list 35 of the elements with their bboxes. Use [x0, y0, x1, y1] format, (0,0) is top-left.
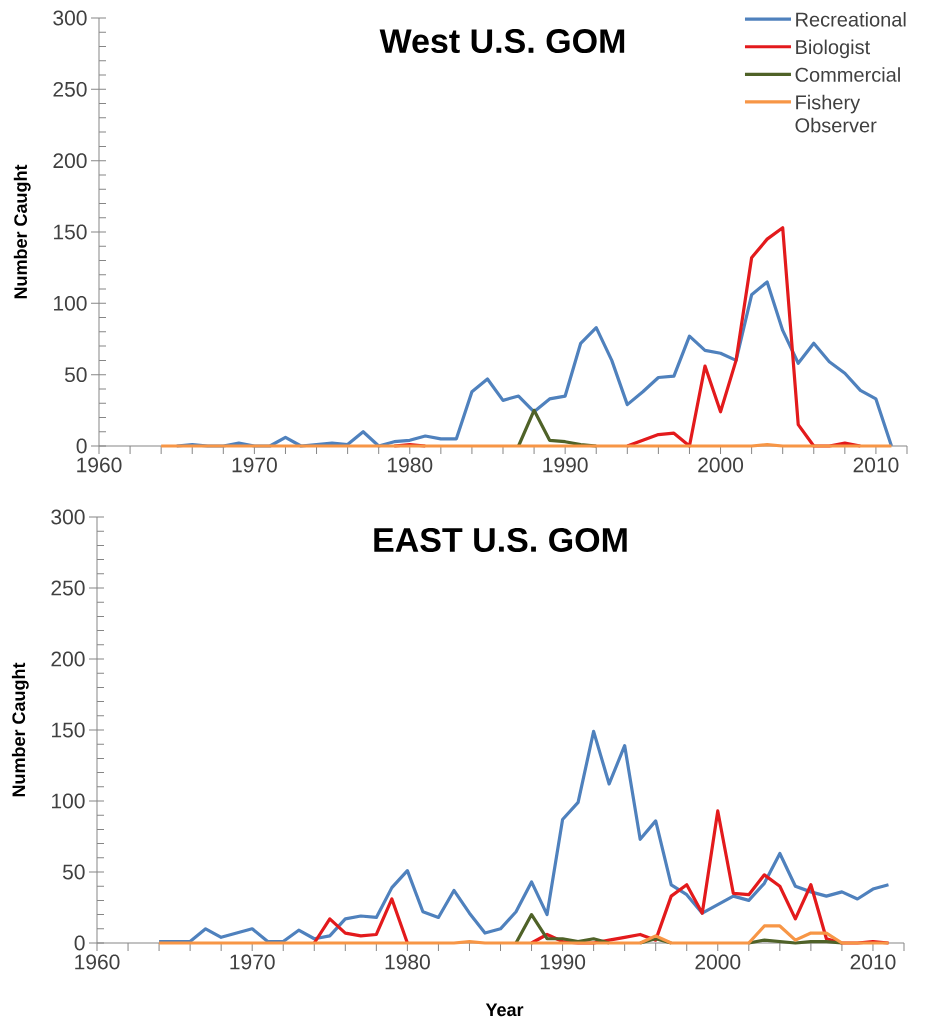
x-tick-label: 1990 — [540, 954, 586, 970]
x-axis-title: Year — [485, 1003, 524, 1017]
x-tick-label: 1980 — [385, 954, 430, 970]
y-tick-label: 200 — [51, 651, 85, 667]
y-tick-label: 0 — [74, 935, 85, 951]
y-tick-label: 300 — [51, 509, 85, 525]
x-tick-label: 1970 — [230, 954, 275, 970]
x-tick-label: 1980 — [388, 457, 433, 473]
y-tick-label: 250 — [53, 81, 87, 97]
x-tick-label: 1960 — [77, 457, 122, 473]
y-tick-label: 100 — [54, 295, 87, 311]
x-tick-label: 1960 — [75, 954, 120, 970]
y-axis-title: Number Caught — [11, 662, 29, 797]
legend-label: Biologist — [796, 39, 871, 59]
x-tick-label: 2000 — [698, 457, 744, 473]
legend-label: Fishery Observer — [795, 94, 877, 133]
legend-label: Recreational — [796, 11, 906, 27]
y-tick-label: 250 — [51, 580, 85, 596]
x-tick-label: 2000 — [695, 954, 741, 970]
x-tick-label: 2010 — [853, 457, 899, 473]
legend-label: Commercial — [795, 67, 900, 82]
x-tick-label: 1990 — [543, 457, 588, 473]
y-tick-label: 300 — [53, 10, 87, 26]
y-tick-label: 150 — [52, 722, 85, 738]
y-tick-label: 50 — [64, 367, 87, 383]
y-tick-label: 100 — [52, 793, 85, 809]
y-tick-label: 50 — [62, 864, 85, 880]
x-tick-label: 2010 — [850, 954, 896, 970]
y-tick-label: 200 — [53, 153, 87, 169]
y-tick-label: 0 — [76, 438, 87, 454]
y-tick-label: 150 — [54, 224, 87, 240]
x-tick-label: 1970 — [232, 457, 277, 473]
chart-title: EAST U.S. GOM — [374, 527, 627, 552]
y-axis-title: Number Caught — [13, 164, 31, 299]
chart-title: West U.S. GOM — [379, 29, 625, 54]
